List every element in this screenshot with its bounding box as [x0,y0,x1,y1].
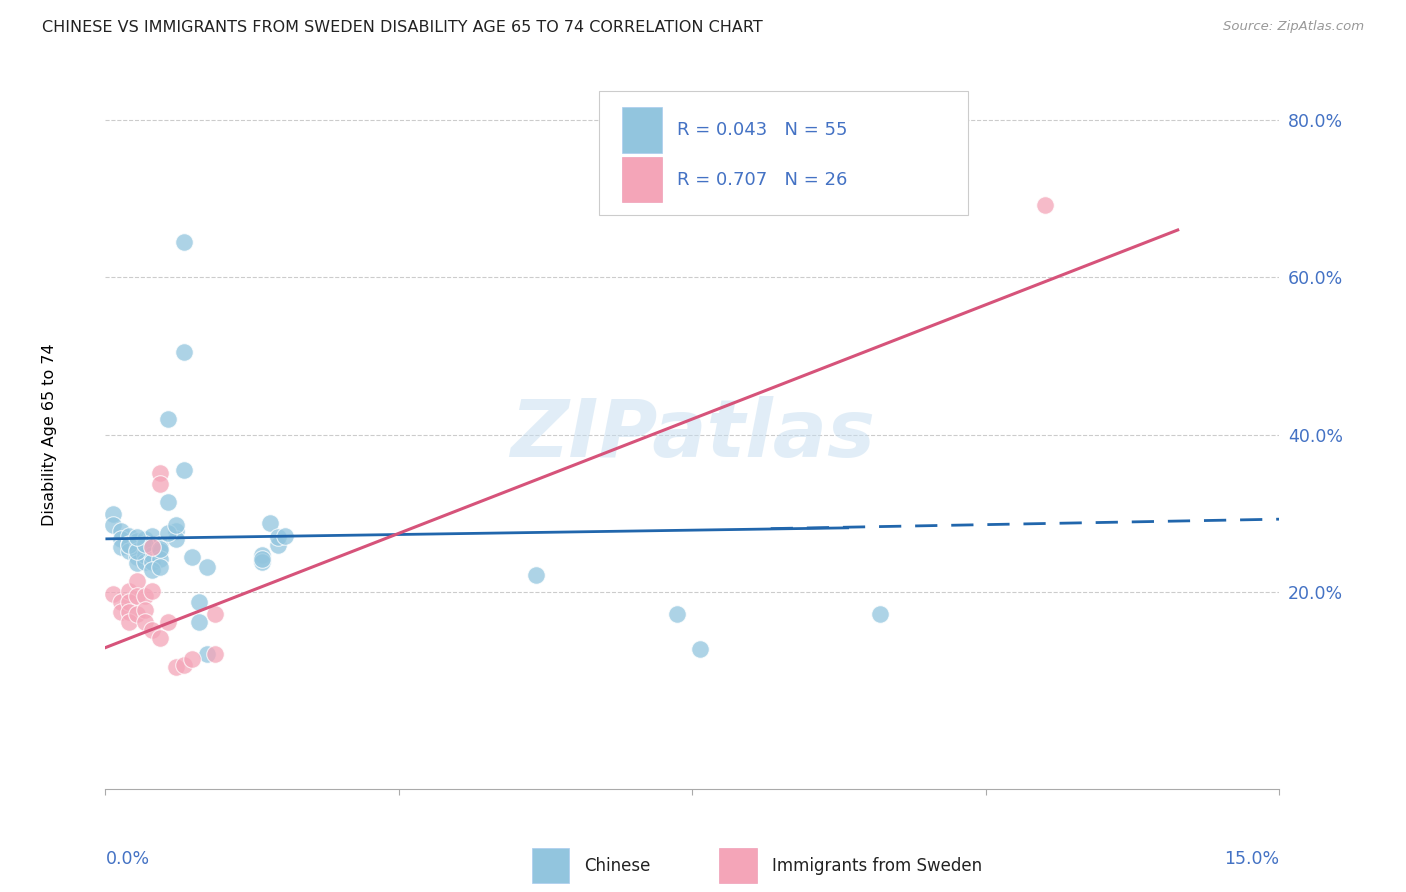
Point [149,552,172,566]
Point [869,607,891,622]
Point [665,607,688,622]
Point [188,615,211,630]
Point [110,524,132,538]
Point [173,345,195,359]
Point [118,544,141,558]
Point [165,524,187,538]
Point [125,574,148,588]
Point [141,556,163,570]
Text: R = 0.043   N = 55: R = 0.043 N = 55 [678,121,848,139]
Point [149,544,172,558]
Point [195,647,218,661]
Point [110,540,132,554]
Text: CHINESE VS IMMIGRANTS FROM SWEDEN DISABILITY AGE 65 TO 74 CORRELATION CHART: CHINESE VS IMMIGRANTS FROM SWEDEN DISABI… [42,20,763,35]
Point [118,583,141,598]
Point [250,548,273,562]
Point [141,548,163,562]
Text: 15.0%: 15.0% [1225,850,1279,868]
Point [149,631,172,645]
Point [134,548,156,562]
Point [173,235,195,249]
Point [266,538,288,552]
Point [118,615,141,630]
Point [188,595,211,609]
Text: ZIPatlas: ZIPatlas [510,396,875,474]
Point [134,540,156,554]
Point [149,466,172,480]
Text: R = 0.707   N = 26: R = 0.707 N = 26 [678,170,848,188]
Text: 0.0%: 0.0% [105,850,149,868]
Point [157,495,180,509]
Point [250,556,273,570]
Point [157,615,180,630]
Point [125,530,148,544]
Point [524,568,547,582]
Point [125,590,148,604]
Point [125,544,148,558]
Point [141,583,163,598]
FancyBboxPatch shape [531,848,569,883]
Point [110,605,132,619]
Point [110,532,132,546]
Point [134,536,156,550]
Point [118,538,141,552]
Point [157,412,180,426]
Point [118,536,141,550]
Point [165,518,187,533]
Point [1033,198,1056,212]
Point [204,647,226,661]
Point [141,563,163,577]
Point [134,615,156,630]
Point [259,516,281,530]
Point [134,590,156,604]
Text: Source: ZipAtlas.com: Source: ZipAtlas.com [1223,20,1364,33]
Point [195,560,218,574]
Point [266,530,288,544]
Point [118,605,141,619]
Point [250,551,273,566]
Point [165,532,187,546]
Point [689,642,711,657]
Point [141,529,163,543]
Text: Chinese: Chinese [585,856,651,875]
Point [149,476,172,491]
Point [149,542,172,557]
Point [180,549,202,564]
Point [204,607,226,622]
FancyBboxPatch shape [621,157,662,202]
Point [103,587,125,601]
Point [125,534,148,549]
Text: Immigrants from Sweden: Immigrants from Sweden [772,856,983,875]
Point [149,560,172,574]
FancyBboxPatch shape [621,107,662,153]
Point [141,540,163,554]
FancyBboxPatch shape [720,848,756,883]
Point [125,607,148,622]
Point [173,657,195,672]
FancyBboxPatch shape [599,91,969,215]
Point [110,595,132,609]
Point [157,526,180,541]
Point [134,532,156,546]
Point [118,529,141,543]
Point [274,529,297,543]
Point [149,536,172,550]
Point [141,624,163,638]
Point [103,518,125,533]
Point [125,542,148,557]
Point [180,652,202,666]
Point [134,556,156,570]
Point [118,595,141,609]
Point [125,556,148,570]
Point [173,463,195,477]
Point [125,549,148,564]
Point [134,603,156,617]
Point [103,507,125,521]
Point [141,540,163,554]
Text: Disability Age 65 to 74: Disability Age 65 to 74 [42,343,56,526]
Point [165,660,187,674]
